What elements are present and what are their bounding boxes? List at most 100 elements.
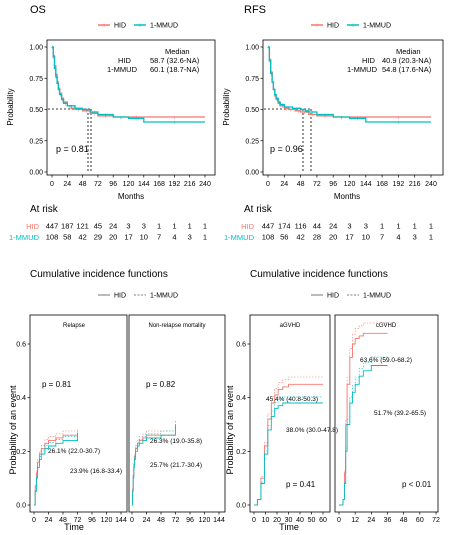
relapse-x-tick-label: 72 bbox=[74, 517, 82, 524]
rfs-at-risk-mmud-count: 42 bbox=[296, 233, 304, 242]
os-mmud-censor-mark: + bbox=[61, 98, 65, 104]
rfs-at-risk-table: At risk HID 1-MMUD bbox=[224, 204, 273, 242]
os-hid-censor-mark: + bbox=[71, 107, 75, 113]
os-at-risk-hid-count: 1 bbox=[157, 222, 161, 231]
relapse-y-tick-label: 0.0 bbox=[16, 503, 26, 510]
rfs-mmud-censor-mark: + bbox=[287, 106, 291, 112]
rfs-mmud-censor-mark: + bbox=[268, 59, 272, 65]
os-mmud-censor-mark: + bbox=[104, 113, 108, 119]
os-at-risk-hid-count: 24 bbox=[109, 222, 117, 231]
cif-left-x-axis-label: Time bbox=[64, 522, 84, 532]
rfs-mmud-censor-mark: + bbox=[271, 81, 275, 87]
cgvhd-mmud-curve bbox=[339, 365, 388, 506]
nrm-x-tick-label: 144 bbox=[213, 517, 225, 524]
os-title: OS bbox=[30, 4, 46, 16]
rfs-mmud-censor-mark: + bbox=[340, 116, 344, 122]
os-mmud-censor-mark: + bbox=[55, 76, 59, 82]
agvhd-x-tick-label: 40 bbox=[296, 517, 304, 524]
rfs-at-risk-hid-count: 3 bbox=[364, 222, 368, 231]
cif-left-y-axis-label: Probability of an event bbox=[8, 385, 18, 475]
os-median-hid-value: 58.7 (32.6-NA) bbox=[150, 56, 200, 65]
os-hid-censor-mark: + bbox=[92, 112, 96, 118]
rfs-mmud-censor-mark: + bbox=[397, 121, 401, 127]
nrm-mmud-curve bbox=[132, 424, 176, 506]
rfs-hid-censor-mark: + bbox=[285, 107, 289, 113]
rfs-x-tick-label: 72 bbox=[313, 181, 321, 188]
rfs-y-tick-label: 0.50 bbox=[245, 107, 259, 114]
os-at-risk-title: At risk bbox=[30, 204, 59, 215]
os-x-tick-label: 120 bbox=[123, 181, 135, 188]
rfs-y-tick-label: 0.25 bbox=[245, 138, 259, 145]
rfs-at-risk-hid-count: 1 bbox=[396, 222, 400, 231]
cif-right-title: Cumulative incidence functions bbox=[250, 269, 388, 280]
os-x-tick-label: 72 bbox=[94, 181, 102, 188]
rfs-mmud-censor-mark: + bbox=[277, 101, 281, 107]
os-at-risk-mmud-count: 58 bbox=[63, 233, 71, 242]
cgvhd-plot-frame bbox=[334, 314, 439, 513]
nrm-x-tick-label: 24 bbox=[143, 517, 151, 524]
os-at-risk-hid-count: 447 bbox=[46, 222, 59, 231]
os-mmud-censor-mark: + bbox=[173, 121, 177, 127]
agvhd-x-tick-label: 20 bbox=[273, 517, 281, 524]
rfs-mmud-curve bbox=[268, 46, 431, 123]
agvhd-annotation-hid: 45.4% (40.8-50.3) bbox=[266, 396, 318, 403]
relapse-x-tick-label: 96 bbox=[88, 517, 96, 524]
rfs-at-risk-mmud-count: 7 bbox=[380, 233, 384, 242]
rfs-legend-mmud-mark: + bbox=[351, 23, 355, 30]
relapse-x-tick-label: 24 bbox=[45, 517, 53, 524]
rfs-at-risk-hid-count: 447 bbox=[262, 222, 275, 231]
nrm-x-tick-label: 48 bbox=[157, 517, 165, 524]
os-at-risk-hid-count: 45 bbox=[94, 222, 102, 231]
os-at-risk-mmud-count: 29 bbox=[94, 233, 102, 242]
rfs-at-risk-mmud-count: 108 bbox=[262, 233, 275, 242]
cif-right-y-axis-label: Probability of an event bbox=[225, 385, 235, 475]
os-at-risk-mmud-count: 4 bbox=[172, 233, 176, 242]
os-hid-censor-mark: + bbox=[67, 104, 71, 110]
os-at-risk-hid-count: 1 bbox=[203, 222, 207, 231]
os-mmud-censor-mark: + bbox=[52, 56, 56, 62]
os-hid-censor-mark: + bbox=[77, 108, 81, 114]
rfs-x-tick-label: 0 bbox=[266, 181, 270, 188]
rfs-at-risk-mmud-count: 10 bbox=[362, 233, 370, 242]
agvhd-annotation-mmud: 38.0% (30.0-47.8) bbox=[286, 427, 338, 434]
rfs-y-tick-label: 0.00 bbox=[245, 170, 259, 177]
relapse-plot-frame bbox=[29, 314, 128, 513]
os-median-mmud-group: 1-MMUD bbox=[107, 65, 138, 74]
rfs-hid-censor-mark: + bbox=[340, 116, 344, 122]
rfs-at-risk-mmud-label: 1-MMUD bbox=[224, 233, 255, 242]
os-mmud-censor-mark: + bbox=[57, 88, 61, 94]
rfs-at-risk-mmud-count: 17 bbox=[345, 233, 353, 242]
cgvhd-annotation-hid: 63.6% (59.0-68.2) bbox=[360, 357, 412, 364]
nrm-hid-ci-curve bbox=[132, 430, 176, 506]
agvhd-x-tick-label: 30 bbox=[285, 517, 293, 524]
relapse-y-tick-label: 0.6 bbox=[16, 342, 26, 349]
nrm-p-value: p = 0.82 bbox=[146, 380, 176, 389]
os-mmud-censor-mark: + bbox=[59, 93, 63, 99]
rfs-at-risk-mmud-count: 4 bbox=[396, 233, 400, 242]
rfs-x-tick-label: 144 bbox=[360, 181, 372, 188]
nrm-mmud-ci-curve bbox=[132, 419, 176, 506]
os-plot-frame bbox=[46, 39, 216, 176]
os-mmud-censor-mark: + bbox=[53, 67, 57, 73]
os-legend-mmud-mark: + bbox=[138, 23, 142, 30]
rfs-at-risk-mmud-count: 20 bbox=[329, 233, 337, 242]
nrm-x-tick-label: 0 bbox=[130, 517, 134, 524]
os-at-risk-mmud-count: 20 bbox=[109, 233, 117, 242]
os-y-tick-label: 1.00 bbox=[29, 45, 43, 52]
rfs-mmud-censor-mark: + bbox=[272, 88, 276, 94]
rfs-x-tick-label: 120 bbox=[344, 181, 356, 188]
os-mmud-censor-mark: + bbox=[92, 111, 96, 117]
os-hid-censor-mark: + bbox=[119, 116, 123, 122]
rfs-median-mmud-group: 1-MMUD bbox=[347, 65, 378, 74]
os-x-tick-label: 144 bbox=[138, 181, 150, 188]
cgvhd-x-tick-label: 60 bbox=[416, 517, 424, 524]
rfs-mmud-censor-mark: + bbox=[311, 111, 315, 117]
os-x-tick-label: 192 bbox=[169, 181, 181, 188]
os-x-axis-label: Months bbox=[118, 192, 144, 201]
agvhd-plot-frame bbox=[249, 314, 331, 513]
os-y-tick-label: 0.00 bbox=[29, 170, 43, 177]
agvhd-x-tick-label: 60 bbox=[319, 517, 327, 524]
rfs-at-risk-hid-count: 24 bbox=[329, 222, 337, 231]
rfs-median-mmud-value: 54.8 (17.6-NA) bbox=[382, 65, 432, 74]
